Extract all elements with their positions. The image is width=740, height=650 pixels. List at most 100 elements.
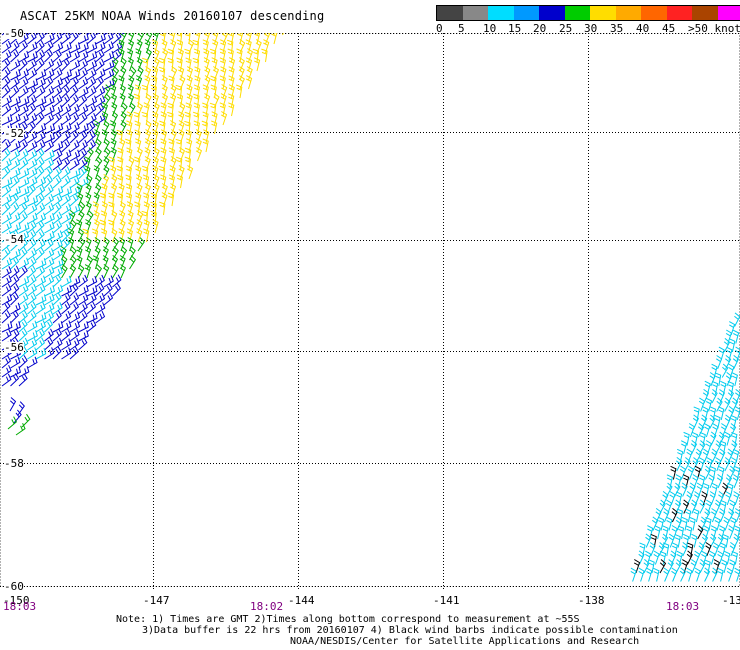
wind-barb — [69, 311, 81, 324]
wind-barb — [86, 120, 96, 135]
wind-barb — [219, 102, 226, 117]
wind-barb — [663, 567, 670, 582]
wind-barb — [10, 85, 20, 99]
wind-barb — [1, 139, 12, 153]
wind-barb — [35, 320, 47, 333]
wind-barb — [261, 48, 268, 63]
wind-barb — [662, 542, 670, 557]
wind-barb — [69, 33, 79, 45]
wind-barb — [78, 210, 85, 225]
wind-barb — [44, 95, 55, 108]
wind-barb — [168, 138, 175, 153]
wind-barb — [699, 431, 706, 446]
wind-barb — [675, 559, 682, 574]
wind-barb — [681, 559, 689, 574]
wind-barb — [27, 356, 38, 369]
wind-barb — [18, 194, 30, 207]
wind-barb — [69, 33, 74, 36]
wind-barb — [35, 103, 46, 117]
wind-barb — [710, 431, 717, 446]
wind-barb — [69, 210, 76, 225]
wind-barb — [694, 567, 701, 582]
wind-barb — [210, 84, 217, 99]
wind-barb — [161, 93, 169, 108]
wind-barb — [160, 138, 167, 153]
wind-barb — [69, 264, 77, 279]
wind-barb — [141, 165, 149, 180]
wind-barb — [679, 465, 687, 480]
wind-barb — [725, 491, 732, 506]
wind-barb — [1, 114, 13, 126]
wind-barb — [725, 329, 733, 344]
wind-barb — [1, 49, 12, 63]
wind-barb — [179, 102, 186, 117]
wind-barb — [18, 202, 28, 216]
wind-barb — [18, 328, 28, 342]
lat-label: -60 — [4, 580, 24, 593]
wind-barb — [103, 275, 114, 288]
lat-label: -54 — [4, 233, 24, 246]
wind-barb — [82, 228, 89, 243]
wind-barb — [69, 122, 80, 135]
wind-barb — [153, 102, 160, 117]
wind-barb — [44, 139, 55, 153]
wind-barb — [143, 201, 150, 216]
wind-barb — [136, 183, 143, 198]
wind-barb — [69, 50, 81, 63]
wind-barb — [99, 219, 107, 234]
lon-label: -150 — [3, 594, 30, 607]
wind-barb — [52, 157, 63, 171]
wind-barb — [144, 183, 151, 198]
wind-barb — [125, 174, 132, 189]
wind-barb — [1, 212, 12, 225]
wind-barb — [27, 301, 37, 315]
wind-barb — [27, 85, 37, 99]
wind-barb — [734, 567, 740, 582]
wind-barb — [35, 33, 45, 45]
wind-barb — [653, 550, 660, 565]
wind-barb — [95, 95, 106, 108]
wind-barb — [111, 111, 119, 126]
lat-lon-grid — [0, 33, 740, 590]
wind-barb — [221, 33, 229, 45]
wind-barb — [186, 138, 193, 153]
wind-barb — [228, 102, 235, 117]
wind-barb — [1, 194, 12, 207]
wind-barb — [52, 292, 62, 306]
wind-barb — [35, 328, 46, 342]
wind-barb — [1, 365, 12, 378]
wind-barb — [703, 482, 710, 497]
wind-barb — [52, 67, 63, 81]
wind-barb — [95, 86, 106, 99]
wind-barb — [27, 310, 37, 324]
wind-barb — [152, 33, 159, 45]
wind-barb — [126, 111, 133, 126]
wind-barb — [729, 423, 737, 438]
wind-barb — [682, 542, 689, 557]
wind-barb — [52, 148, 63, 162]
wind-barb — [682, 533, 690, 548]
wind-barb — [69, 203, 81, 216]
wind-barb — [44, 149, 55, 162]
wind-barb — [52, 328, 62, 342]
wind-barb — [52, 239, 63, 252]
wind-barb — [684, 457, 691, 472]
wind-barb — [69, 42, 81, 54]
wind-barb — [44, 275, 55, 288]
wind-barb — [86, 76, 97, 90]
wind-barb — [108, 219, 115, 234]
wind-barb — [701, 414, 708, 429]
wind-barb — [35, 139, 46, 153]
wind-barb — [10, 59, 21, 72]
wind-barb — [246, 48, 254, 63]
wind-barb — [61, 130, 71, 144]
wind-barb — [52, 274, 62, 288]
wind-barb — [136, 147, 143, 162]
wind-barb — [711, 363, 718, 378]
wind-barb — [18, 373, 28, 387]
wind-barb — [18, 222, 30, 234]
wind-barb — [1, 310, 11, 324]
wind-barb — [176, 39, 184, 54]
wind-barb — [27, 68, 38, 81]
footer-note-line1: Note: 1) Times are GMT 2)Times along bot… — [116, 614, 580, 625]
